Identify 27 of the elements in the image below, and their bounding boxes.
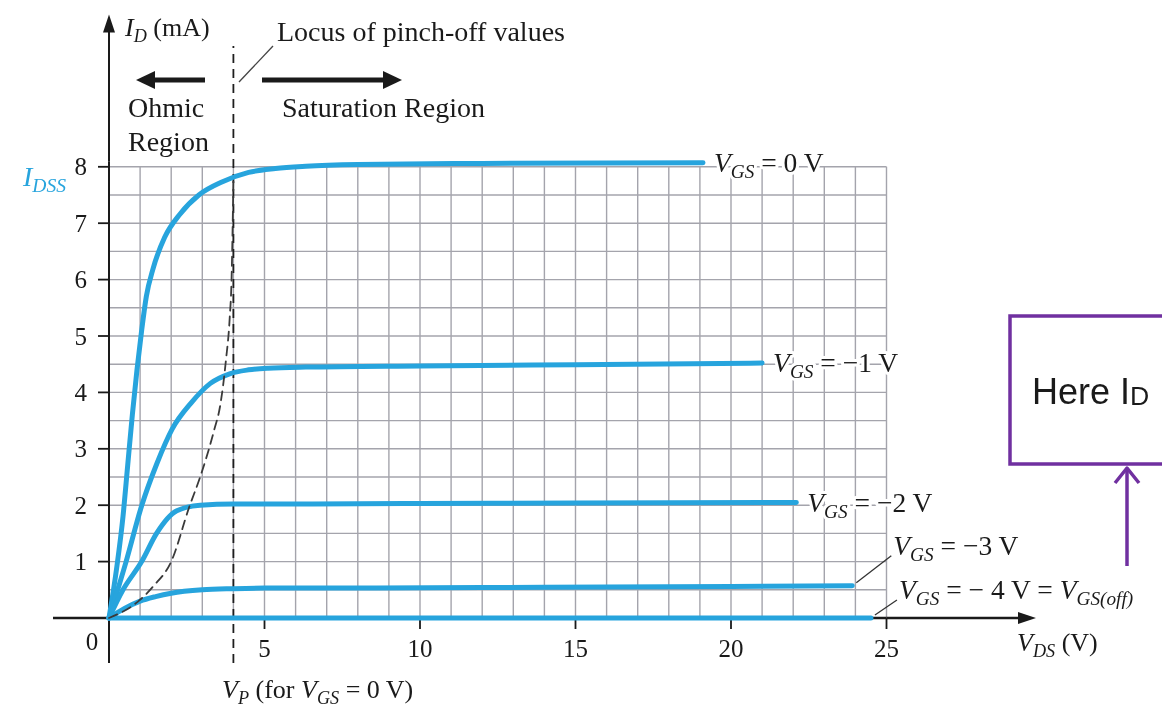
y-tick-label: 4 — [74, 378, 88, 406]
text: I$_{DSS}$ — [21, 161, 67, 197]
x-tick-label: 25 — [874, 634, 899, 662]
x-tick-label: 15 — [563, 634, 588, 662]
y-axis-title: I$_{D}$ (mA) — [124, 12, 210, 46]
series-label: V$_{GS}$ = 0 V — [714, 147, 824, 183]
text: Ohmic Region — [128, 91, 209, 157]
y-tick-label: 2 — [74, 491, 87, 519]
series-label: V$_{GS}$ = −3 V — [893, 530, 1019, 566]
series-label: V$_{GS}$ = −2 V — [807, 486, 933, 522]
y-tick-label: 1 — [74, 548, 87, 576]
y-tick-label: 7 — [74, 209, 87, 237]
y-tick-label: 3 — [74, 435, 87, 463]
x-tick-label: 20 — [718, 634, 744, 662]
y-tick-label: 8 — [74, 153, 87, 181]
text: Here ID — [1032, 371, 1150, 413]
text: Saturation Region — [282, 91, 485, 123]
series-label: V$_{GS}$ = −1 V — [773, 347, 899, 383]
x-tick-label: 10 — [407, 634, 433, 662]
text: Locus of pinch-off values — [277, 15, 565, 47]
y-tick-label: 6 — [74, 266, 87, 294]
text: V$_{P}$ (for V$_{GS}$ = 0 V) — [222, 674, 414, 708]
y-tick-label: 5 — [74, 322, 87, 350]
x-tick-label: 0 — [85, 627, 99, 655]
x-tick-label: 5 — [258, 634, 271, 662]
x-axis-title: V$_{DS}$ (V) — [1017, 627, 1098, 661]
series-label: V$_{GS}$ = − 4 V = V$_{GS(off)}$ — [898, 574, 1134, 611]
